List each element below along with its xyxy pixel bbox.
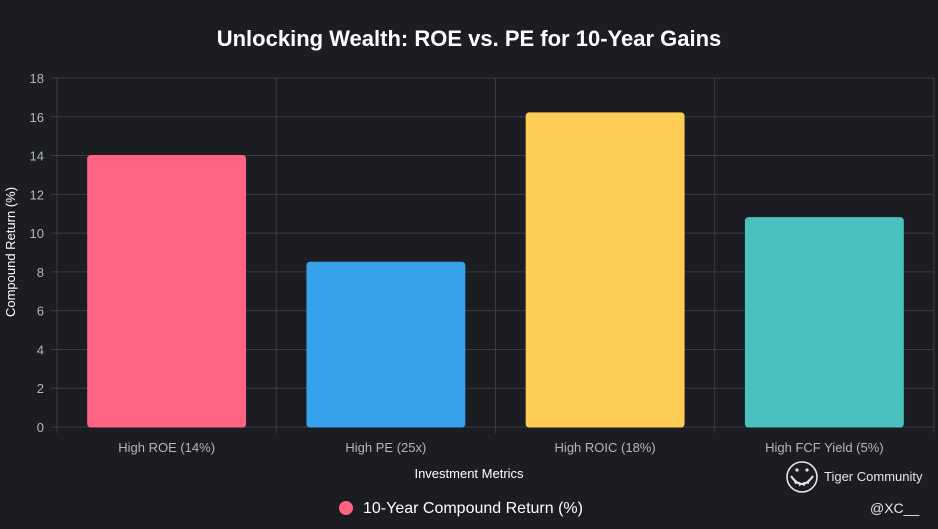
y-axis-title: Compound Return (%) — [3, 187, 18, 317]
watermark: Tiger Community @XC__ — [786, 461, 923, 516]
x-axis-title: Investment Metrics — [414, 466, 524, 481]
bar[interactable] — [87, 155, 247, 428]
y-axis-ticks: 0 2 4 6 8 10 12 14 16 18 — [30, 71, 44, 435]
legend-label: 10-Year Compound Return (%) — [363, 500, 583, 517]
legend-swatch — [339, 501, 353, 515]
tiger-logo-icon — [786, 461, 818, 493]
bar[interactable] — [525, 112, 685, 428]
y-tick-label: 0 — [37, 420, 44, 435]
y-tick-label: 14 — [30, 149, 44, 164]
bars — [87, 112, 904, 428]
x-tick-label: High FCF Yield (5%) — [765, 440, 883, 455]
x-tick-label: High PE (25x) — [345, 440, 426, 455]
y-tick-label: 12 — [30, 187, 44, 202]
x-axis-ticks: High ROE (14%) High PE (25x) High ROIC (18… — [118, 440, 883, 455]
x-tick-label: High ROE (14%) — [118, 440, 215, 455]
y-tick-label: 6 — [37, 304, 44, 319]
y-tick-label: 2 — [37, 381, 44, 396]
y-tick-label: 8 — [37, 265, 44, 280]
chart-title: Unlocking Wealth: ROE vs. PE for 10-Year… — [217, 26, 722, 51]
y-tick-label: 10 — [30, 226, 44, 241]
y-tick-label: 16 — [30, 110, 44, 125]
watermark-handle: @XC__ — [870, 500, 919, 516]
bar[interactable] — [744, 217, 904, 428]
watermark-brand: Tiger Community — [824, 469, 923, 484]
y-tick-label: 18 — [30, 71, 44, 86]
x-tick-label: High ROIC (18%) — [555, 440, 656, 455]
y-tick-label: 4 — [37, 342, 44, 357]
bar[interactable] — [306, 261, 466, 428]
legend[interactable]: 10-Year Compound Return (%) — [339, 500, 583, 517]
